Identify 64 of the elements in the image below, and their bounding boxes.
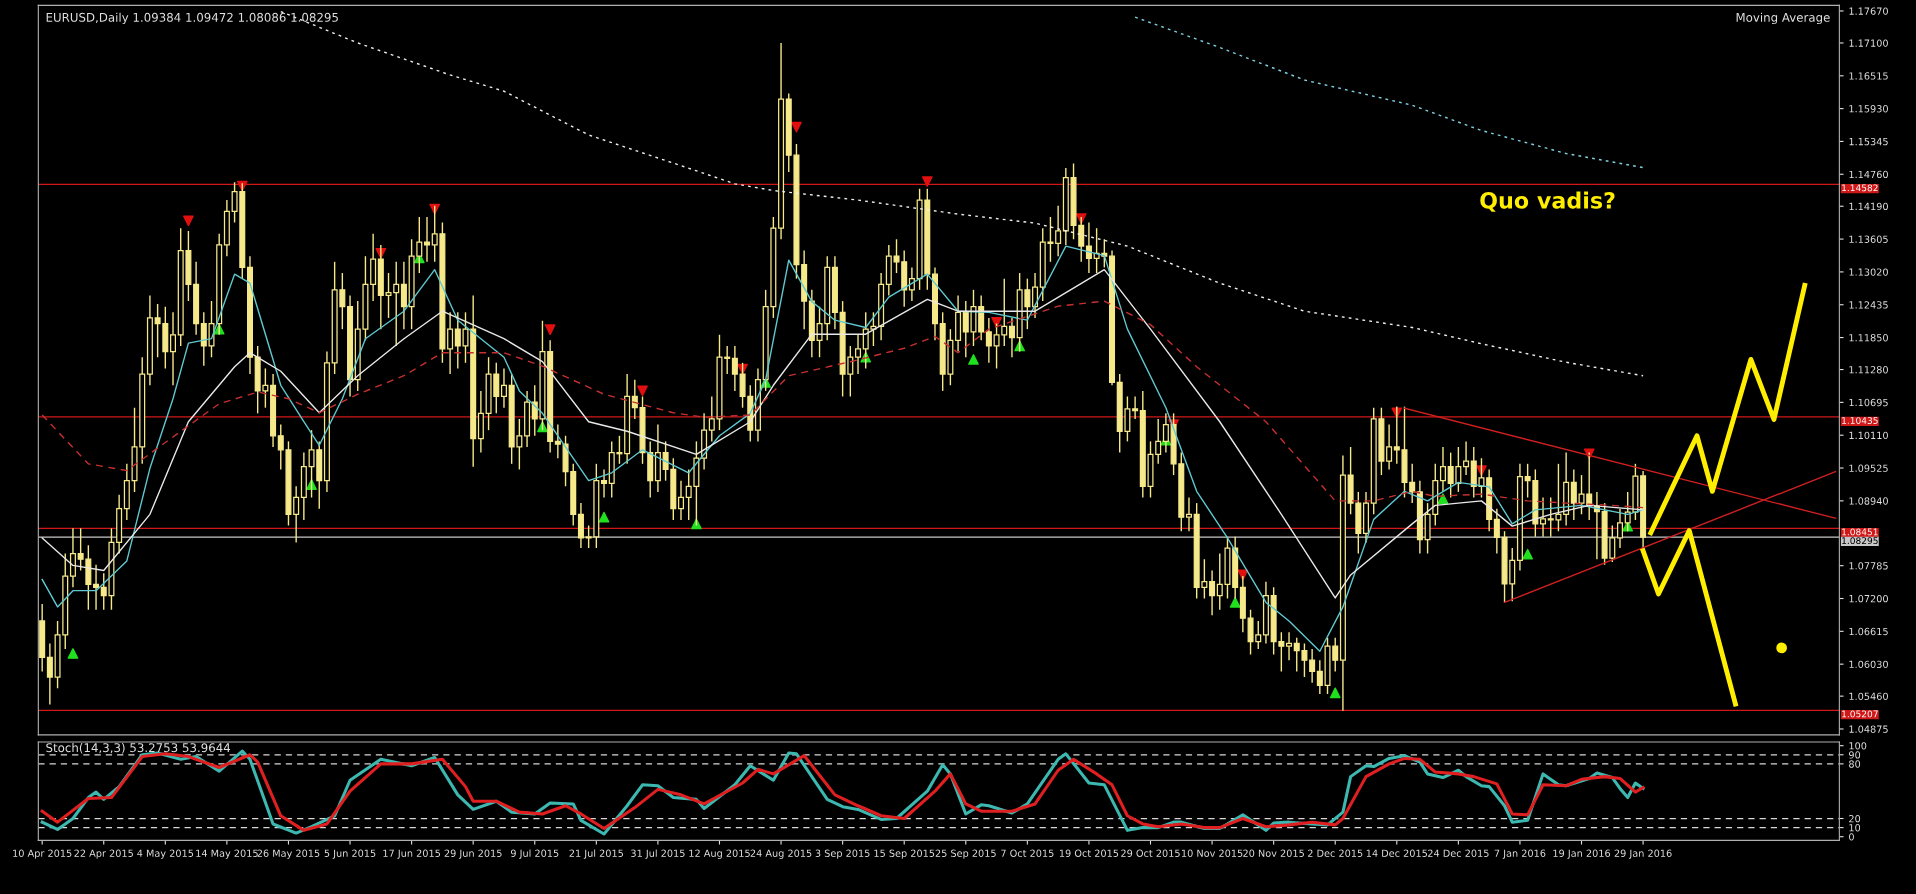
ref-line-label: 1.08451 xyxy=(1842,528,1878,536)
x-tick-label: 24 Aug 2015 xyxy=(750,849,812,859)
y-tick-label: 1.15930 xyxy=(1849,105,1888,113)
y-tick-label: 20 xyxy=(1849,814,1861,823)
x-tick-label: 19 Oct 2015 xyxy=(1059,849,1119,857)
y-tick-label: 100 xyxy=(1849,742,1867,750)
ref-line-label: 1.08295 xyxy=(1842,537,1878,545)
x-tick-label: 3 Sep 2015 xyxy=(815,849,870,859)
y-tick-label: 1.15345 xyxy=(1849,137,1888,146)
x-tick-label: 25 Sep 2015 xyxy=(935,849,996,859)
x-tick-label: 26 May 2015 xyxy=(257,849,320,859)
x-tick-label: 12 Aug 2015 xyxy=(689,849,750,859)
x-tick-label: 21 Jul 2015 xyxy=(569,849,623,859)
annotation: Moving Average xyxy=(1736,12,1830,25)
x-tick-label: 10 Apr 2015 xyxy=(13,849,72,859)
y-tick-label: 90 xyxy=(1849,751,1861,759)
y-tick-label: 1.14190 xyxy=(1849,202,1888,211)
x-tick-label: 29 Oct 2015 xyxy=(1121,849,1180,857)
x-tick-label: 22 Apr 2015 xyxy=(74,849,133,859)
y-tick-label: 80 xyxy=(1849,760,1861,768)
text: EURUSD,Daily 1.09384 1.09472 1.08086 1.08295 xyxy=(46,12,338,25)
annotation: Quo vadis? xyxy=(1480,191,1615,212)
y-tick-label: 10 xyxy=(1849,824,1861,832)
x-tick-label: 29 Jun 2015 xyxy=(444,849,502,859)
chart-title: Stoch(14,3,3) 53.2753 53.9644 xyxy=(46,743,231,754)
y-tick-label: 1.05460 xyxy=(1849,692,1888,700)
y-tick-label: 1.10110 xyxy=(1849,431,1888,440)
x-tick-label: 7 Jan 2016 xyxy=(1494,849,1546,859)
y-tick-label: 1.08940 xyxy=(1849,497,1888,505)
y-tick-label: 1.06030 xyxy=(1849,660,1888,668)
x-tick-label: 14 May 2015 xyxy=(196,849,258,859)
ref-line-label: 1.10435 xyxy=(1842,417,1878,424)
y-tick-label: 0 xyxy=(1849,833,1854,841)
x-tick-label: 9 Jul 2015 xyxy=(510,849,559,859)
y-tick-label: 1.04875 xyxy=(1849,725,1888,733)
y-tick-label: 1.06615 xyxy=(1849,627,1888,636)
y-tick-label: 1.17100 xyxy=(1849,39,1888,47)
x-tick-label: 15 Sep 2015 xyxy=(874,849,935,859)
y-tick-label: 1.09525 xyxy=(1849,464,1888,472)
x-tick-label: 5 Jun 2015 xyxy=(324,849,376,859)
x-tick-label: 10 Nov 2015 xyxy=(1182,849,1243,857)
x-tick-label: 29 Jan 2016 xyxy=(1614,849,1672,859)
x-tick-label: 17 Jun 2015 xyxy=(383,849,441,859)
y-tick-label: 1.13020 xyxy=(1849,268,1888,276)
x-tick-label: 14 Dec 2015 xyxy=(1366,849,1427,857)
y-tick-label: 1.14760 xyxy=(1849,170,1888,179)
y-tick-label: 1.07785 xyxy=(1849,562,1888,570)
ref-line-label: 1.14582 xyxy=(1842,184,1878,192)
y-tick-label: 1.16515 xyxy=(1849,72,1888,80)
y-tick-label: 1.13605 xyxy=(1849,235,1888,243)
x-tick-label: 2 Dec 2015 xyxy=(1307,849,1363,857)
x-tick-label: 7 Oct 2015 xyxy=(1001,849,1054,857)
y-tick-label: 1.17670 xyxy=(1849,7,1888,15)
y-tick-label: 1.10695 xyxy=(1849,398,1888,407)
y-tick-label: 1.12435 xyxy=(1849,301,1888,309)
x-tick-label: 31 Jul 2015 xyxy=(631,849,685,859)
y-tick-label: 1.11280 xyxy=(1849,366,1888,374)
y-tick-label: 1.11850 xyxy=(1849,334,1888,342)
ref-line-label: 1.05207 xyxy=(1842,710,1878,718)
y-tick-label: 1.07200 xyxy=(1849,594,1888,603)
x-tick-label: 20 Nov 2015 xyxy=(1243,849,1304,857)
x-tick-label: 4 May 2015 xyxy=(137,849,194,859)
x-tick-label: 24 Dec 2015 xyxy=(1428,849,1489,857)
x-tick-label: 19 Jan 2016 xyxy=(1553,849,1611,859)
